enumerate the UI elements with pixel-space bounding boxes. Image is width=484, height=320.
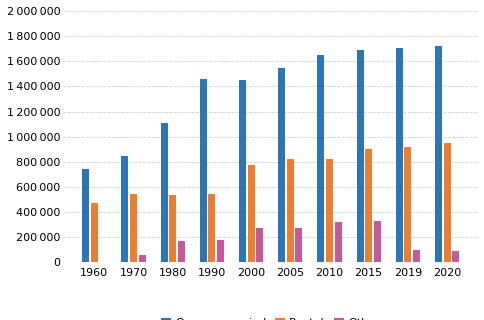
- Bar: [160, 123, 167, 262]
- Bar: [82, 169, 89, 262]
- Bar: [356, 50, 363, 262]
- Bar: [121, 156, 128, 262]
- Bar: [247, 165, 254, 262]
- Bar: [325, 159, 333, 262]
- Bar: [295, 228, 302, 262]
- Bar: [277, 68, 285, 262]
- Bar: [178, 241, 184, 262]
- Bar: [412, 250, 419, 262]
- Bar: [130, 194, 137, 262]
- Bar: [334, 221, 341, 262]
- Bar: [239, 80, 245, 262]
- Bar: [138, 255, 145, 262]
- Bar: [256, 228, 263, 262]
- Bar: [208, 194, 215, 262]
- Bar: [395, 48, 402, 262]
- Legend: Owner occupied, Rental, Other: Owner occupied, Rental, Other: [156, 313, 384, 320]
- Bar: [373, 221, 380, 262]
- Bar: [404, 147, 410, 262]
- Bar: [286, 159, 293, 262]
- Bar: [442, 143, 450, 262]
- Bar: [451, 251, 458, 262]
- Bar: [364, 149, 371, 262]
- Bar: [91, 203, 98, 262]
- Bar: [169, 195, 176, 262]
- Bar: [216, 240, 224, 262]
- Bar: [434, 45, 441, 262]
- Bar: [317, 55, 324, 262]
- Bar: [199, 79, 206, 262]
